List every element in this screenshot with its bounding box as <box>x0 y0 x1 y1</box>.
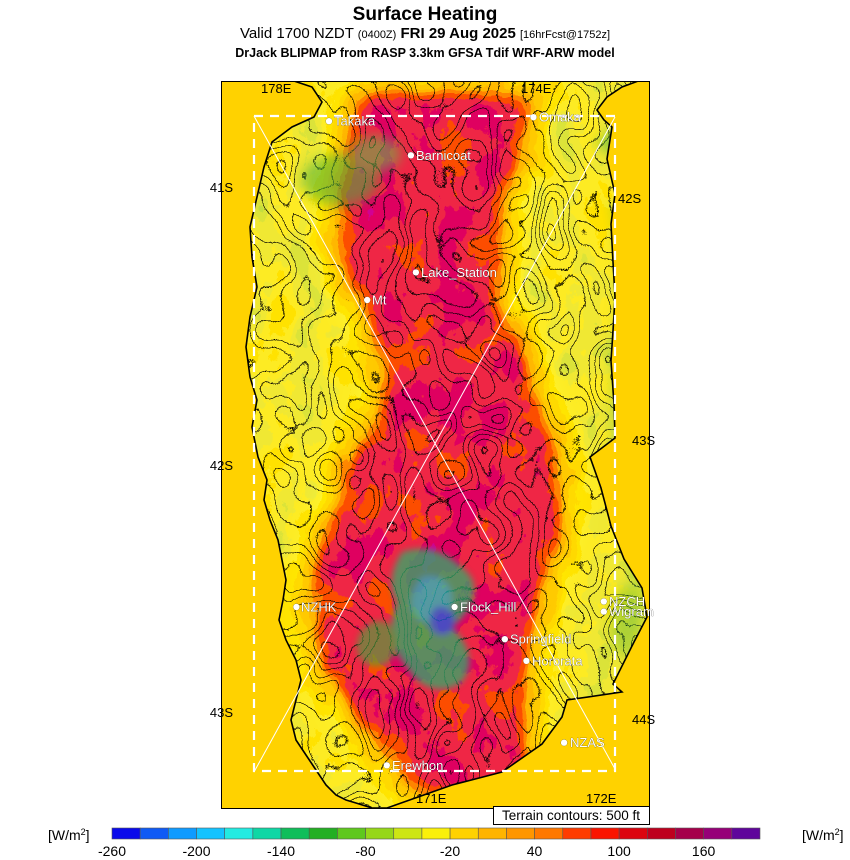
svg-text:Erewhon: Erewhon <box>392 758 443 773</box>
svg-text:-200: -200 <box>182 843 210 859</box>
svg-text:171E: 171E <box>416 791 447 806</box>
svg-text:-80: -80 <box>355 843 375 859</box>
svg-text:[W/m2]: [W/m2] <box>802 827 844 843</box>
svg-text:NZHK: NZHK <box>301 600 337 615</box>
svg-text:Flock_Hill: Flock_Hill <box>460 600 516 615</box>
svg-text:Hororata: Hororata <box>532 653 583 668</box>
svg-text:178E: 178E <box>261 81 292 96</box>
svg-text:-140: -140 <box>267 843 295 859</box>
svg-text:Mt: Mt <box>372 293 387 308</box>
svg-text:-260: -260 <box>98 843 126 859</box>
svg-text:174E: 174E <box>521 81 552 96</box>
svg-text:172E: 172E <box>586 791 617 806</box>
svg-text:44S: 44S <box>632 712 655 727</box>
svg-text:Omaka: Omaka <box>539 110 582 125</box>
svg-text:42S: 42S <box>618 191 641 206</box>
svg-text:42S: 42S <box>210 458 233 473</box>
svg-text:Wigram: Wigram <box>609 604 654 619</box>
svg-text:NZAS: NZAS <box>570 735 605 750</box>
svg-text:100: 100 <box>607 843 631 859</box>
svg-text:Springfield: Springfield <box>510 632 571 647</box>
svg-text:43S: 43S <box>210 705 233 720</box>
svg-text:Lake_Station: Lake_Station <box>421 265 497 280</box>
svg-text:Barnicoat: Barnicoat <box>416 148 471 163</box>
svg-text:-20: -20 <box>440 843 460 859</box>
svg-text:[W/m2]: [W/m2] <box>48 827 90 843</box>
svg-text:40: 40 <box>527 843 543 859</box>
svg-text:41S: 41S <box>210 180 233 195</box>
svg-text:43S: 43S <box>632 433 655 448</box>
svg-text:Takaka: Takaka <box>334 114 376 129</box>
svg-text:160: 160 <box>692 843 716 859</box>
